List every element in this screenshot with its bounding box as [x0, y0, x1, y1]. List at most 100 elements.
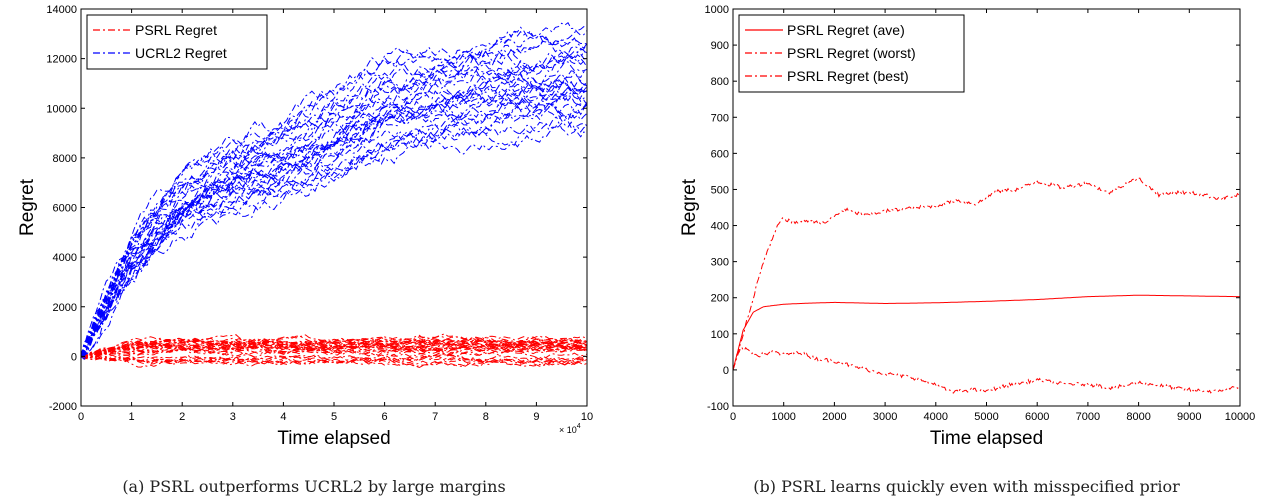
y-tick-label: 12000	[46, 54, 77, 66]
series-line-psrl-run	[81, 339, 587, 357]
x-multiplier-exponent: 4	[577, 423, 581, 430]
y-tick-label: 0	[723, 365, 729, 377]
series-line-ucrl2-run	[81, 44, 587, 357]
y-tick-label: 600	[711, 148, 729, 160]
series-line-ucrl2-run	[81, 96, 587, 357]
y-tick-label: 500	[711, 184, 729, 196]
series-line-ucrl2-run	[81, 119, 587, 357]
chart-panel-b: 0 1000 2000 3000 4000 5000 6000 7000 8000 9000 100…	[679, 4, 1255, 496]
y-tick-label: 200	[711, 293, 729, 305]
series-line-ucrl2-run	[81, 101, 587, 357]
x-tick-label: 1000	[771, 411, 795, 423]
legend-label: UCRL2 Regret	[135, 45, 227, 61]
x-tick-label: 6000	[1025, 411, 1049, 423]
x-tick-label: 8	[483, 411, 489, 423]
y-tick-label: 10000	[46, 103, 77, 115]
series-line-ucrl2-run	[81, 69, 587, 357]
x-tick-label: 10000	[1225, 411, 1256, 423]
x-tick-label: 10	[581, 411, 593, 423]
legend-box	[86, 14, 268, 70]
x-tick-label: 3000	[873, 411, 897, 423]
series-line-1	[733, 177, 1240, 371]
y-tick-label: 0	[71, 351, 77, 363]
series-line-psrl-run	[81, 343, 587, 357]
series-line-ucrl2-run	[81, 86, 587, 357]
series-line-ucrl2-run	[81, 57, 587, 357]
x-tick-label: 1	[129, 411, 135, 423]
series-line-psrl-run	[81, 336, 587, 358]
series-line-0	[733, 294, 1240, 371]
x-axis-label: Time elapsed	[277, 428, 390, 449]
y-tick-label: 4000	[53, 252, 77, 264]
x-tick-label: 3	[230, 411, 236, 423]
x-tick-label: 2000	[822, 411, 846, 423]
x-tick-label: 0	[730, 411, 736, 423]
series-line-ucrl2-run	[81, 70, 587, 357]
y-tick-label: 900	[711, 40, 729, 52]
series-line-ucrl2-run	[81, 21, 587, 357]
plot-area	[733, 177, 1240, 394]
series-line-ucrl2-run	[81, 43, 587, 357]
plot-area	[81, 21, 587, 369]
y-tick-label: 300	[711, 257, 729, 269]
y-tick-label: 14000	[46, 4, 77, 16]
series-line-ucrl2-run	[81, 78, 587, 357]
x-tick-label: 5	[331, 411, 337, 423]
legend-label: PSRL Regret (ave)	[787, 22, 905, 38]
series-line-psrl-run	[81, 345, 587, 357]
x-tick-label: 4000	[924, 411, 948, 423]
series-line-ucrl2-run	[81, 61, 587, 357]
x-tick-label: 9	[533, 411, 539, 423]
series-line-ucrl2-run	[81, 85, 587, 357]
y-tick-label: 800	[711, 76, 729, 88]
series-line-psrl-run	[81, 354, 587, 366]
y-tick-label: 700	[711, 112, 729, 124]
series-line-ucrl2-run	[81, 74, 587, 357]
x-tick-label: 9000	[1177, 411, 1201, 423]
x-tick-label: 5000	[974, 411, 998, 423]
chart-panel-a: 0 1 2 3 4 5 6 7 8 9 10-200002000400060008000100001…	[17, 4, 593, 496]
x-tick-label: 7000	[1076, 411, 1100, 423]
series-line-ucrl2-run	[81, 55, 587, 357]
series-line-psrl-run	[81, 355, 587, 366]
series-line-psrl-run	[81, 343, 587, 358]
series-line-ucrl2-run	[81, 34, 587, 357]
series-line-ucrl2-run	[81, 30, 587, 357]
series-line-psrl-run	[81, 339, 587, 357]
y-tick-label: 400	[711, 221, 729, 233]
x-tick-label: 2	[179, 411, 185, 423]
y-tick-label: 1000	[705, 4, 729, 16]
y-tick-label: -2000	[49, 401, 77, 413]
legend-label: PSRL Regret (best)	[787, 68, 909, 84]
figure-caption: (a) PSRL outperforms UCRL2 by large marg…	[122, 477, 505, 496]
y-tick-label: 8000	[53, 153, 77, 165]
series-line-psrl-run	[81, 355, 587, 368]
series-line-psrl-run	[81, 350, 587, 364]
y-tick-label: -100	[707, 401, 729, 413]
series-line-psrl-run	[81, 343, 587, 357]
series-line-ucrl2-run	[81, 36, 587, 357]
y-axis-label: Regret	[17, 178, 38, 236]
figure-caption: (b) PSRL learns quickly even with misspe…	[753, 477, 1180, 496]
series-line-ucrl2-run	[81, 25, 587, 357]
x-tick-label: 4	[280, 411, 286, 423]
series-line-psrl-run	[81, 343, 587, 357]
x-tick-label: 8000	[1126, 411, 1150, 423]
series-line-psrl-run	[81, 342, 587, 357]
x-multiplier-label: × 104	[559, 423, 581, 435]
series-line-psrl-run	[81, 348, 587, 359]
series-line-ucrl2-run	[81, 86, 587, 357]
legend-label: PSRL Regret (worst)	[787, 45, 916, 61]
series-line-ucrl2-run	[81, 93, 587, 358]
series-line-2	[733, 346, 1240, 394]
series-line-ucrl2-run	[81, 77, 587, 357]
x-tick-label: 7	[432, 411, 438, 423]
y-tick-label: 2000	[53, 302, 77, 314]
x-tick-label: 6	[382, 411, 388, 423]
series-line-ucrl2-run	[81, 114, 587, 357]
y-tick-label: 6000	[53, 203, 77, 215]
x-axis-label: Time elapsed	[930, 428, 1043, 449]
x-tick-label: 0	[78, 411, 84, 423]
y-tick-label: 100	[711, 329, 729, 341]
